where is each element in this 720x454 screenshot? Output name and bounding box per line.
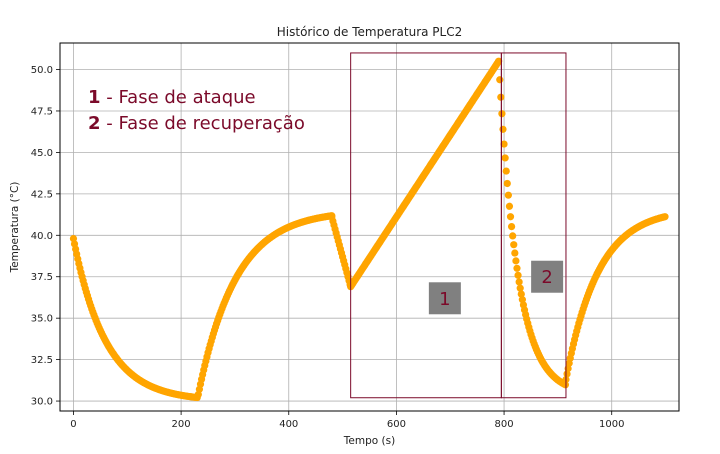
- phase-box: [500, 52, 567, 399]
- data-layer: [69, 57, 669, 402]
- data-point: [514, 271, 522, 279]
- x-tick-label: 0: [70, 419, 76, 430]
- data-point: [69, 235, 78, 243]
- data-point: [499, 125, 507, 133]
- data-point: [502, 167, 510, 175]
- y-tick-label: 45.0: [31, 148, 53, 159]
- phase-legend-line: 1 - Fase de ataque: [88, 87, 256, 108]
- data-point: [517, 290, 525, 298]
- data-point: [661, 213, 669, 221]
- phase-legend-number: 2: [88, 113, 101, 134]
- phase-box-layer: 12: [350, 52, 567, 399]
- y-tick-label: 40.0: [31, 231, 53, 242]
- data-point: [497, 93, 505, 101]
- x-tick-label: 200: [172, 419, 191, 430]
- phase-label-box: [428, 282, 461, 315]
- data-point: [515, 278, 523, 286]
- data-point: [516, 284, 524, 292]
- y-tick-label: 47.5: [31, 106, 53, 117]
- x-tick-label: 400: [279, 419, 298, 430]
- data-point: [511, 249, 519, 257]
- data-point: [495, 57, 503, 65]
- tick-layer: 0 200 400 600 800 1000 30.0 32.5 35.0 37.5 40.0 42.…: [31, 65, 625, 430]
- y-tick-label: 42.5: [31, 189, 53, 200]
- x-tick-label: 800: [495, 419, 514, 430]
- phase-legend-text: - Fase de recuperação: [101, 113, 305, 134]
- phase-label-box: [531, 260, 564, 293]
- y-tick-label: 30.0: [31, 397, 53, 408]
- x-tick-label: 1000: [599, 419, 624, 430]
- y-tick-label: 35.0: [31, 314, 53, 325]
- data-point: [498, 110, 506, 118]
- phase-legend-number: 1: [88, 87, 101, 108]
- data-point: [504, 191, 512, 199]
- phase-label-number: 2: [541, 267, 552, 288]
- y-tick-label: 50.0: [31, 65, 53, 76]
- data-point: [509, 232, 517, 240]
- data-point: [506, 213, 515, 221]
- chart-title: Histórico de Temperatura PLC2: [277, 25, 463, 39]
- phase-label-number: 1: [439, 289, 450, 310]
- data-point: [512, 257, 520, 265]
- data-point: [563, 370, 571, 378]
- plot-frame: [59, 42, 680, 412]
- y-tick-label: 32.5: [31, 355, 53, 366]
- grid-layer: [60, 43, 679, 411]
- data-point: [501, 154, 509, 162]
- data-point: [508, 222, 516, 231]
- y-axis-label: Temperatura (°C): [9, 182, 21, 274]
- y-tick-label: 37.5: [31, 272, 53, 283]
- data-point: [561, 381, 570, 389]
- data-point: [496, 76, 504, 84]
- data-point: [500, 140, 508, 148]
- data-point: [505, 202, 514, 210]
- data-point: [510, 241, 518, 249]
- phase-legend-text: - Fase de ataque: [101, 87, 256, 108]
- x-tick-label: 600: [387, 419, 406, 430]
- x-axis-label: Tempo (s): [343, 435, 395, 447]
- data-point: [503, 179, 511, 188]
- data-point: [513, 264, 521, 272]
- phase-legend-line: 2 - Fase de recuperação: [88, 113, 305, 134]
